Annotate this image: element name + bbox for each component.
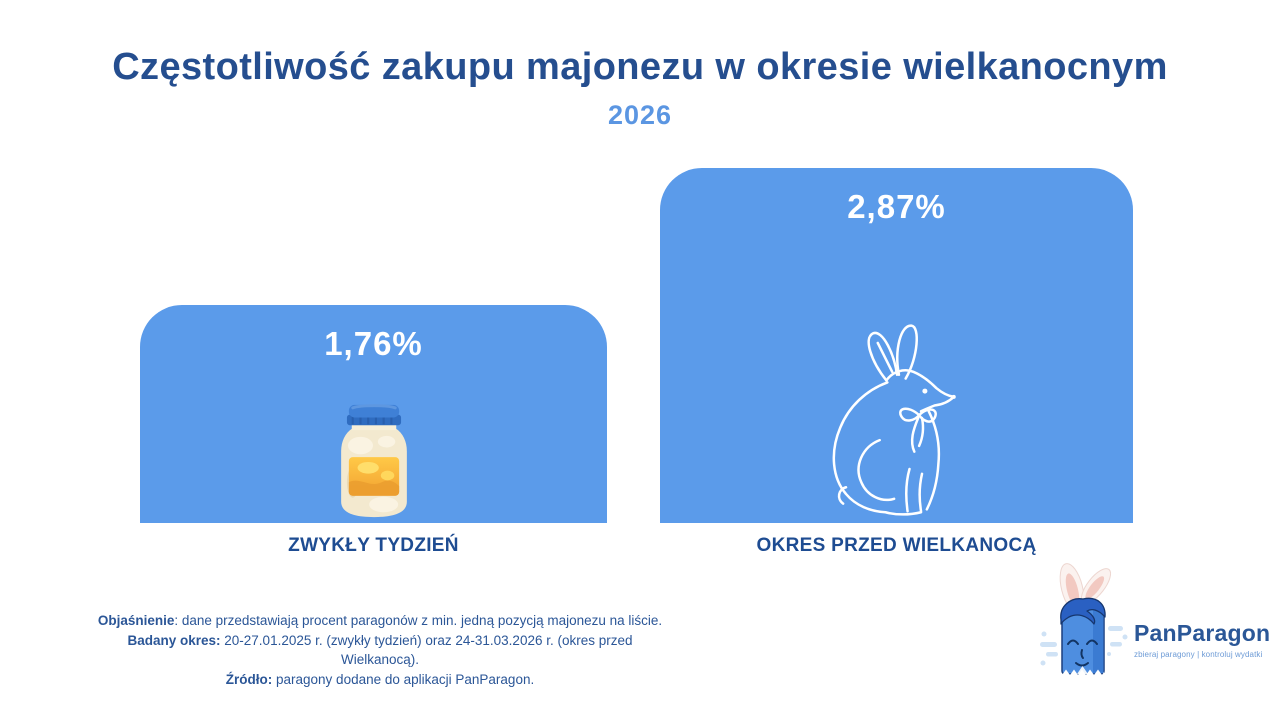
easter-bunny-icon [832, 324, 956, 516]
mascot-dots [1040, 626, 1128, 666]
logo-tagline: zbieraj paragony | kontroluj wydatki [1134, 650, 1263, 659]
footnotes: Objaśnienie: dane przedstawiają procent … [90, 611, 670, 689]
page-title: Częstotliwość zakupu majonezu w okresie … [112, 46, 1168, 88]
footnote-source: Źródło: paragony dodane do aplikacji Pan… [90, 670, 670, 690]
page-subtitle-year: 2026 [607, 100, 673, 130]
footnote-period-text: 20-27.01.2025 r. (zwykły tydzień) oraz 2… [220, 632, 633, 668]
footnote-explanation: Objaśnienie: dane przedstawiają procent … [90, 611, 670, 631]
panparagon-mascot-icon [1040, 563, 1128, 676]
logo-wordmark: PanParagon [1134, 620, 1271, 646]
footnote-period-label: Badany okres: [127, 632, 221, 648]
bar-pre-easter-period: 2,87% [660, 168, 1133, 523]
bar-value-label: 2,87% [847, 188, 946, 225]
panparagon-logo: PanParagon zbieraj paragony | kontroluj … [1038, 562, 1270, 700]
logo-text: PanParagon zbieraj paragony | kontroluj … [1134, 620, 1270, 659]
bar-value-label: 1,76% [324, 325, 423, 362]
footnote-source-text: paragony dodane do aplikacji PanParagon. [272, 671, 535, 687]
mayonnaise-jar-icon [340, 404, 407, 518]
bar-regular-week: 1,76% [140, 305, 607, 523]
footnote-explanation-text: : dane przedstawiają procent paragonów z… [174, 613, 663, 628]
category-label-regular-week: ZWYKŁY TYDZIEŃ [288, 535, 459, 556]
footnote-source-label: Źródło: [225, 671, 273, 687]
footnote-period: Badany okres: 20-27.01.2025 r. (zwykły t… [90, 631, 670, 670]
category-label-pre-easter: OKRES PRZED WIELKANOCĄ [756, 535, 1037, 556]
category-labels: ZWYKŁY TYDZIEŃ OKRES PRZED WIELKANOCĄ [140, 535, 1133, 557]
footnote-explanation-label: Objaśnienie [97, 613, 175, 628]
bar-chart: 1,76% [140, 168, 1133, 523]
